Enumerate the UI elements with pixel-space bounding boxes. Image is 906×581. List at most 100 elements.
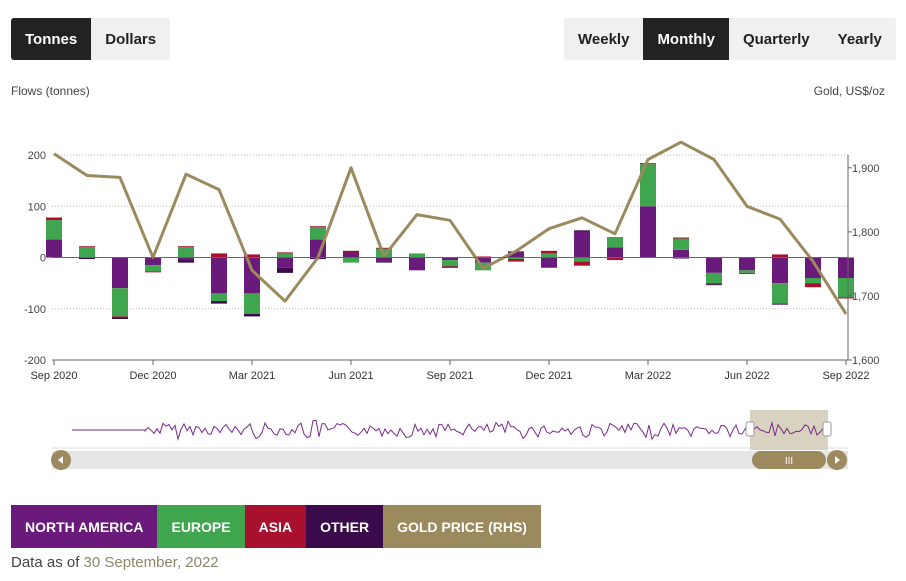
bar-europe [343,257,359,263]
bar-europe [211,293,227,302]
bar-north-america [211,257,227,294]
bar-other [376,261,392,263]
bar-asia [640,163,656,165]
navigator-series [72,419,827,442]
y-tick-label: 0 [40,253,46,265]
bar-north-america [739,257,755,271]
navigator-handle-left [745,421,755,437]
bar-other [277,267,293,273]
y-tick-label: -200 [24,355,46,367]
bar-north-america [46,239,62,258]
bar-asia [46,217,62,221]
bar-asia [343,251,359,253]
bar-europe [112,288,128,317]
data-as-of-date: 30 September, 2022 [83,554,219,571]
bar-asia [376,247,392,249]
bar-north-america [574,231,590,258]
bar-asia [838,297,854,299]
bar-europe [244,293,260,314]
bar-other [79,257,95,260]
bar-europe [739,270,755,273]
bar-asia [277,252,293,254]
bar-north-america [838,257,854,278]
gold-price-line [53,140,848,315]
bar-europe [310,226,326,240]
bar-asia [541,250,557,254]
x-tick-label: Mar 2022 [625,370,671,382]
bar-north-america [508,252,524,258]
bar-other [178,260,194,263]
y2-tick-label: 1,600 [852,355,880,367]
bar-europe [574,257,590,262]
bar-north-america [805,257,821,278]
x-tick-label: Dec 2021 [525,370,572,382]
y-tick-label: -100 [24,304,46,316]
weekly-button[interactable]: Weekly [564,18,643,60]
x-tick-label: Sep 2021 [426,370,473,382]
bar-europe [805,278,821,284]
bar-north-america [178,257,194,261]
bar-north-america [640,206,656,258]
bar-other [211,301,227,304]
bar-asia [145,271,161,273]
grip-icon: III [785,456,793,467]
bar-asia [706,283,722,285]
data-as-of: Data as of 30 September, 2022 [11,554,219,571]
bar-europe [46,220,62,240]
legend: NORTH AMERICA EUROPE ASIA OTHER GOLD PRI… [11,505,541,548]
y2-tick-label: 1,700 [852,291,880,303]
bar-asia [607,257,623,261]
yearly-button[interactable]: Yearly [824,18,896,60]
bar-north-america [607,247,623,258]
y2-tick-label: 1,800 [852,227,880,239]
monthly-button[interactable]: Monthly [643,18,729,60]
bar-north-america [277,257,293,268]
bar-asia [475,256,491,258]
bars [46,163,854,319]
bar-north-america [475,257,491,263]
bar-asia [805,283,821,288]
navigator[interactable]: III [51,410,848,470]
bar-europe [706,272,722,284]
bar-other [343,250,359,252]
y-axis-label: Flows (tonnes) [11,84,90,98]
bar-asia [772,254,788,258]
bar-north-america [706,257,722,273]
data-as-of-prefix: Data as of [11,554,80,571]
legend-north-america[interactable]: NORTH AMERICA [11,505,158,548]
period-toggle: Weekly Monthly Quarterly Yearly [564,18,896,60]
scrollbar-thumb [752,451,826,469]
quarterly-button[interactable]: Quarterly [729,18,824,60]
legend-europe[interactable]: EUROPE [157,505,245,548]
unit-toggle: Tonnes Dollars [11,18,171,60]
bar-other [244,313,260,317]
legend-other[interactable]: OTHER [306,505,384,548]
bar-europe [442,260,458,267]
bar-asia [79,246,95,248]
bar-other [673,257,689,259]
navigator-handle-right [822,421,832,437]
bar-north-america [244,257,260,294]
legend-asia[interactable]: ASIA [244,505,307,548]
x-tick-label: Dec 2020 [129,370,176,382]
tonnes-button[interactable]: Tonnes [11,18,92,60]
bar-north-america [376,257,392,262]
bar-north-america [541,257,557,268]
dollars-button[interactable]: Dollars [91,18,170,60]
legend-gold-price[interactable]: GOLD PRICE (RHS) [383,505,541,548]
bar-europe [409,253,425,258]
bar-other [112,317,128,319]
bar-north-america [112,257,128,289]
bar-europe [640,164,656,207]
bar-europe [178,247,194,258]
bar-north-america [145,257,161,266]
bar-asia [673,237,689,239]
bar-other [442,266,458,268]
axes: -200 -100 0 100 200 1,600 1,700 1,800 1,900 Sep 2… [24,150,880,382]
bar-europe [508,257,524,260]
y-tick-label: 100 [28,201,46,213]
bar-asia [112,316,128,318]
bar-europe [277,253,293,258]
bar-asia [244,254,260,258]
bar-asia [310,226,326,228]
